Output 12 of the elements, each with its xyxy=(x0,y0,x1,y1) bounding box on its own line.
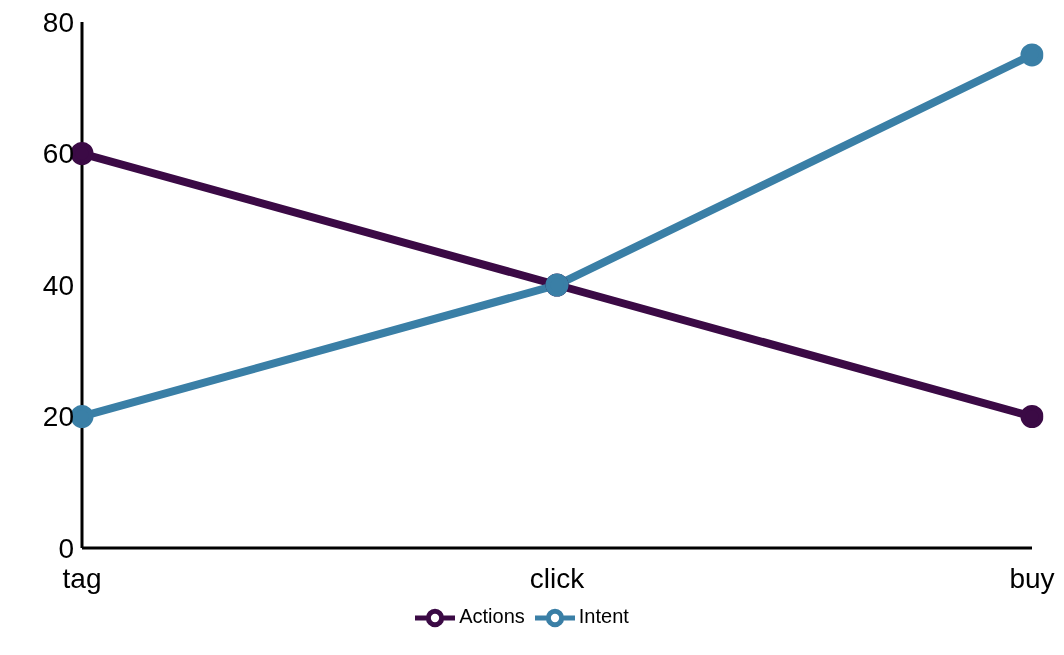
legend-label: Intent xyxy=(578,605,629,628)
y-tick-label: 80 xyxy=(42,6,74,38)
x-tick-label: buy xyxy=(1009,562,1055,594)
y-tick-label: 20 xyxy=(42,401,74,433)
y-tick-label: 40 xyxy=(42,269,74,301)
x-tick-label: click xyxy=(529,562,586,594)
y-tick-label: 0 xyxy=(58,532,74,564)
legend-label: Actions xyxy=(459,605,525,628)
point xyxy=(1020,43,1044,67)
y-tick-label: 60 xyxy=(42,138,74,170)
point xyxy=(1020,405,1044,428)
x-tick-label: tag xyxy=(62,562,102,594)
